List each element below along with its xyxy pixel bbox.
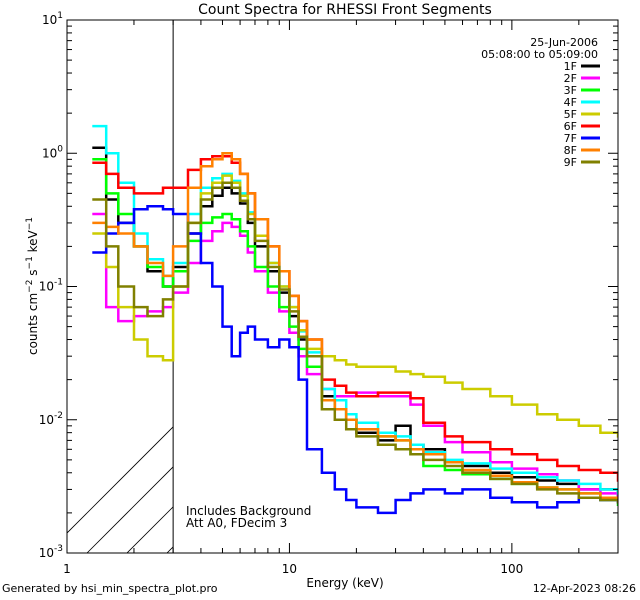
x-tick-label: 100 <box>500 562 523 576</box>
footer-generated-by: Generated by hsi_min_spectra_plot.pro <box>2 582 218 595</box>
time-range-label: 05:08:00 to 05:09:00 <box>481 48 598 61</box>
y-tick-label: 10-2 <box>39 411 63 427</box>
legend-label: 9F <box>564 156 577 169</box>
series-9F <box>92 181 618 504</box>
x-tick-label: 1 <box>63 562 71 576</box>
annotation-background: Includes Background <box>186 504 311 518</box>
y-tick-label: 10-3 <box>39 544 63 560</box>
axes: 1 10 100 10-3 10-2 10-1 100 101 <box>39 11 619 576</box>
legend-label: 4F <box>564 96 577 109</box>
annotation-attenuator: Att A0, FDecim 3 <box>186 516 287 530</box>
y-tick-label: 10-1 <box>39 278 63 294</box>
chart-title: Count Spectra for RHESSI Front Segments <box>198 2 492 18</box>
date-label: 25-Jun-2006 <box>530 36 598 49</box>
hatch-line <box>67 426 174 534</box>
series-7F <box>92 205 618 515</box>
x-tick-label: 10 <box>282 562 297 576</box>
y-tick-label: 100 <box>42 144 63 160</box>
legend-label: 5F <box>564 108 577 121</box>
hatched-region <box>67 0 640 553</box>
y-axis-label: counts cm−2 s−1 keV−1 <box>25 217 40 355</box>
hatch-line <box>407 0 640 553</box>
series-8F <box>92 152 618 502</box>
footer-timestamp: 12-Apr-2023 08:26 <box>532 582 636 595</box>
series-group <box>92 124 618 515</box>
y-tick-label: 101 <box>42 11 63 27</box>
x-axis-label: Energy (keV) <box>306 576 383 590</box>
legend-label: 8F <box>564 144 577 157</box>
legend-label: 1F <box>564 60 577 73</box>
legend-label: 2F <box>564 72 577 85</box>
legend-label: 6F <box>564 120 577 133</box>
legend-label: 7F <box>564 132 577 145</box>
legend-label: 3F <box>564 84 577 97</box>
